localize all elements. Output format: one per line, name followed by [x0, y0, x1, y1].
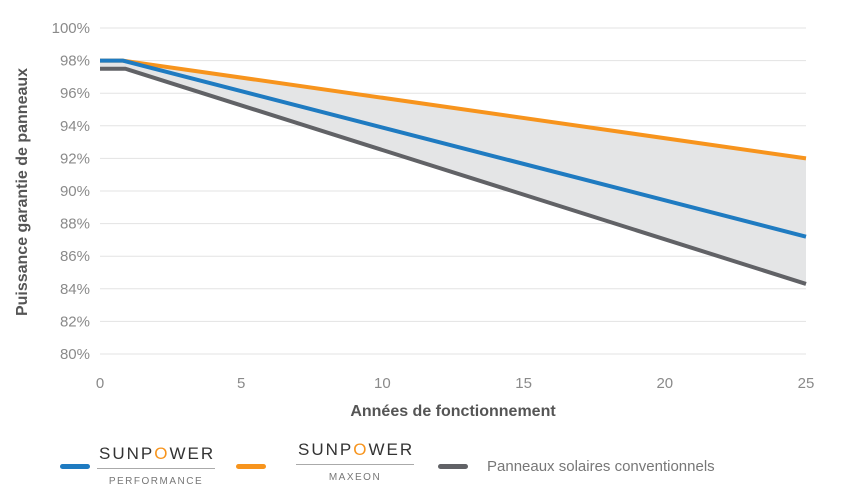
y-tick-label: 98% — [60, 53, 90, 70]
x-tick-label: 25 — [798, 375, 815, 392]
legend-swatch-performance — [60, 464, 90, 469]
y-tick-label: 82% — [60, 313, 90, 330]
y-tick-label: 80% — [60, 346, 90, 363]
y-tick-label: 92% — [60, 150, 90, 167]
x-tick-label: 5 — [237, 375, 245, 392]
y-tick-label: 86% — [60, 248, 90, 265]
x-tick-label: 0 — [96, 375, 104, 392]
y-tick-labels: 80% 82% 84% 86% 88% 90% 92% 94% 96% 98% 100% — [52, 20, 90, 363]
x-tick-label: 15 — [515, 375, 532, 392]
series-line-sunpower-performance — [100, 58, 807, 239]
legend-swatch-conventional — [438, 464, 468, 469]
logo-subtitle: MAXEON — [328, 472, 382, 483]
y-tick-label: 88% — [60, 216, 90, 233]
logo-text: SUNPOWER — [296, 440, 414, 465]
y-tick-label: 94% — [60, 118, 90, 135]
gridlines — [100, 27, 806, 355]
logo-text: SUNPOWER — [97, 444, 215, 469]
logo-subtitle: PERFORMANCE — [108, 476, 204, 487]
legend-label-conventional: Panneaux solaires conventionnels — [487, 458, 715, 475]
x-tick-label: 20 — [656, 375, 673, 392]
x-tick-labels: 0 5 10 15 20 25 — [96, 375, 815, 392]
x-tick-label: 10 — [374, 375, 391, 392]
legend: SUNPOWER PERFORMANCE SUNPOWER MAXEON Pan… — [0, 440, 843, 495]
y-tick-label: 84% — [60, 281, 90, 298]
y-axis-label: Puissance garantie de panneaux — [14, 68, 31, 316]
chart: 80% 82% 84% 86% 88% 90% 92% 94% 96% 98% 100% 0 5 10 1… — [14, 20, 815, 420]
y-tick-label: 100% — [52, 20, 90, 37]
sunpower-maxeon-logo: SUNPOWER MAXEON — [296, 440, 414, 483]
sunpower-performance-logo: SUNPOWER PERFORMANCE — [97, 444, 215, 487]
x-axis-label: Années de fonctionnement — [350, 403, 556, 420]
series-lines — [100, 58, 807, 286]
series-line-panneaux-solaires-conventionnels — [100, 66, 807, 286]
y-tick-label: 96% — [60, 85, 90, 102]
y-tick-label: 90% — [60, 183, 90, 200]
legend-swatch-maxeon — [236, 464, 266, 469]
